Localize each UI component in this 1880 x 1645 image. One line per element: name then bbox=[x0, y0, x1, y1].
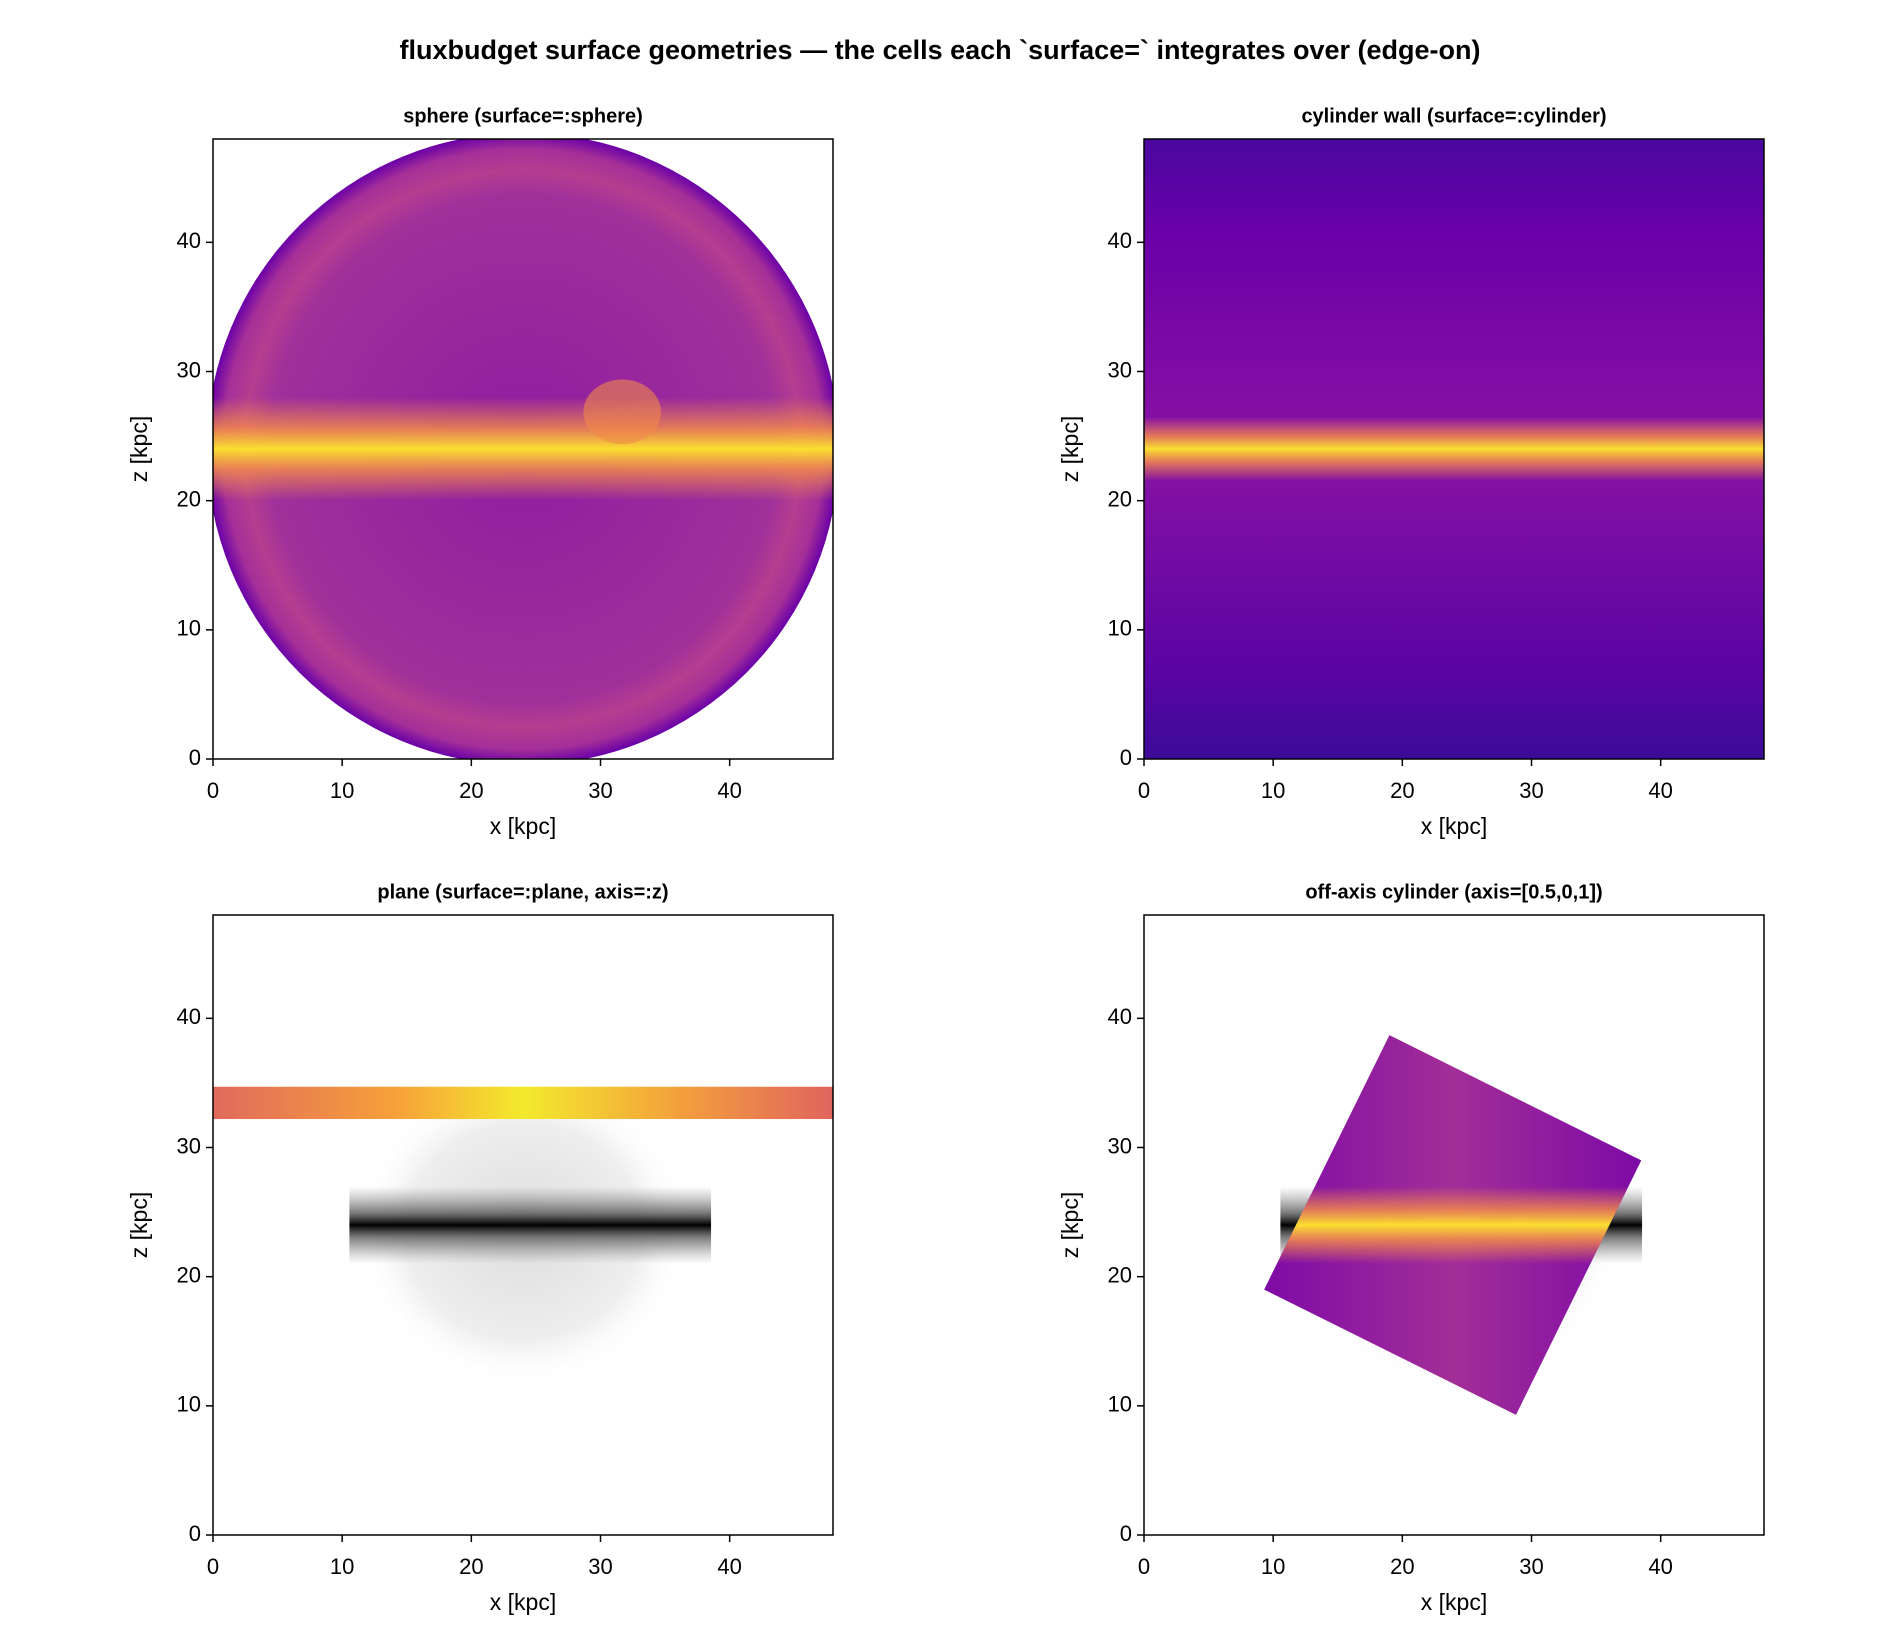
outflow bbox=[583, 379, 661, 445]
y-tick-label: 40 bbox=[1108, 228, 1132, 253]
y-tick-label: 10 bbox=[177, 616, 201, 641]
panel: off-axis cylinder (axis=[0.5,0,1]) 0 10 20 3… bbox=[1057, 881, 1765, 1615]
y-tick-label: 0 bbox=[189, 745, 201, 770]
x-tick-label: 0 bbox=[207, 778, 219, 803]
x-tick-label: 20 bbox=[1390, 1554, 1414, 1579]
y-axis-label: z [kpc] bbox=[1057, 1192, 1083, 1258]
x-tick-label: 0 bbox=[1138, 1554, 1150, 1579]
y-tick-label: 40 bbox=[177, 228, 201, 253]
disk-band bbox=[1264, 1186, 1642, 1264]
x-tick-label: 30 bbox=[1519, 778, 1543, 803]
panel: cylinder wall (surface=:cylinder) 0 10 20 30… bbox=[1057, 105, 1765, 839]
axes-frame bbox=[212, 138, 834, 760]
y-tick-label: 20 bbox=[1108, 1262, 1132, 1287]
x-tick-label: 0 bbox=[1138, 778, 1150, 803]
x-tick-label: 30 bbox=[588, 778, 612, 803]
disk-band bbox=[1144, 416, 1764, 482]
y-tick-label: 0 bbox=[1120, 745, 1132, 770]
x-tick-label: 10 bbox=[1261, 778, 1285, 803]
y-tick-label: 0 bbox=[189, 1521, 201, 1546]
y-axis-label: z [kpc] bbox=[126, 1192, 152, 1258]
x-axis-label: x [kpc] bbox=[1421, 813, 1487, 839]
x-axis-label: x [kpc] bbox=[490, 813, 556, 839]
panel-title: sphere (surface=:sphere) bbox=[403, 105, 643, 127]
axes-frame bbox=[212, 914, 834, 1536]
x-tick-label: 20 bbox=[459, 1554, 483, 1579]
x-tick-label: 40 bbox=[717, 1554, 741, 1579]
y-tick-label: 0 bbox=[1120, 1521, 1132, 1546]
x-tick-label: 10 bbox=[1261, 1554, 1285, 1579]
x-tick-label: 40 bbox=[1648, 1554, 1672, 1579]
x-tick-label: 10 bbox=[330, 778, 354, 803]
x-tick-label: 20 bbox=[459, 778, 483, 803]
y-tick-label: 30 bbox=[177, 357, 201, 382]
panel: sphere (surface=:sphere) 0 10 20 30 40 0 10 20 30… bbox=[126, 105, 834, 839]
y-tick-label: 30 bbox=[177, 1133, 201, 1158]
x-axis-label: x [kpc] bbox=[1421, 1589, 1487, 1615]
heatmap-image bbox=[213, 1076, 833, 1387]
y-tick-label: 10 bbox=[1108, 1392, 1132, 1417]
x-tick-label: 40 bbox=[1648, 778, 1672, 803]
x-tick-label: 0 bbox=[207, 1554, 219, 1579]
axes-frame bbox=[1143, 138, 1765, 760]
x-axis-label: x [kpc] bbox=[490, 1589, 556, 1615]
x-tick-label: 20 bbox=[1390, 778, 1414, 803]
y-tick-label: 30 bbox=[1108, 1133, 1132, 1158]
y-tick-label: 40 bbox=[1108, 1004, 1132, 1029]
disk-band bbox=[213, 397, 833, 501]
axes-frame bbox=[1143, 914, 1765, 1536]
panel-title: plane (surface=:plane, axis=:z) bbox=[377, 881, 668, 903]
heatmap-image bbox=[1144, 139, 1764, 759]
x-tick-label: 30 bbox=[588, 1554, 612, 1579]
panel-title: off-axis cylinder (axis=[0.5,0,1]) bbox=[1305, 881, 1602, 903]
x-tick-label: 40 bbox=[717, 778, 741, 803]
x-tick-label: 10 bbox=[330, 1554, 354, 1579]
y-axis-label: z [kpc] bbox=[1057, 416, 1083, 482]
y-tick-label: 30 bbox=[1108, 357, 1132, 382]
y-tick-label: 10 bbox=[1108, 616, 1132, 641]
disk-band bbox=[349, 1186, 712, 1264]
plane-cells bbox=[213, 1086, 833, 1120]
figure-title: fluxbudget surface geometries — the cell… bbox=[399, 35, 1480, 65]
y-tick-label: 40 bbox=[177, 1004, 201, 1029]
x-tick-label: 30 bbox=[1519, 1554, 1543, 1579]
heatmap-image bbox=[1264, 1035, 1643, 1415]
y-tick-label: 20 bbox=[177, 1262, 201, 1287]
y-tick-label: 20 bbox=[1108, 486, 1132, 511]
panel-title: cylinder wall (surface=:cylinder) bbox=[1301, 105, 1606, 127]
y-tick-label: 20 bbox=[177, 486, 201, 511]
panel: plane (surface=:plane, axis=:z) 0 10 20 30 40… bbox=[126, 881, 834, 1615]
heatmap-image bbox=[213, 139, 833, 759]
y-axis-label: z [kpc] bbox=[126, 416, 152, 482]
y-tick-label: 10 bbox=[177, 1392, 201, 1417]
